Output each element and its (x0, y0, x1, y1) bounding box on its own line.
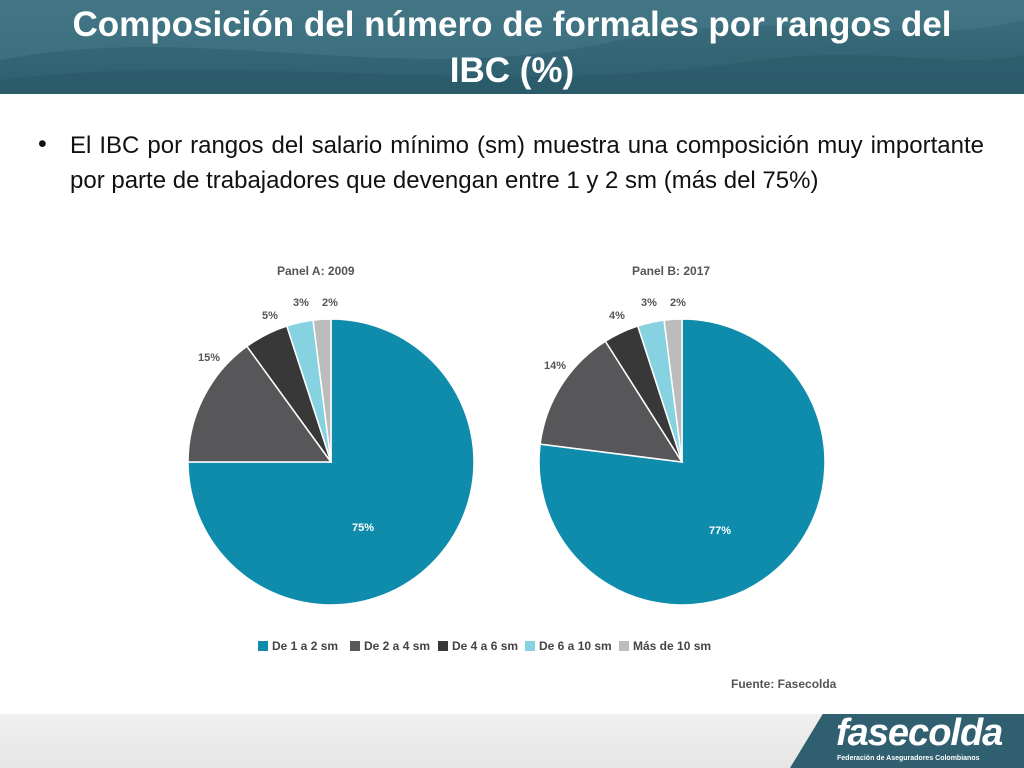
pie-a-label-4-6sm: 5% (262, 310, 278, 322)
panel-b-title: Panel B: 2017 (632, 264, 711, 278)
pie-a-label-2-4sm: 15% (198, 352, 220, 364)
slide-title: Composición del número de formales por r… (0, 2, 1024, 94)
bullet-marker: • (38, 130, 47, 158)
pie-b-slice-1-2sm (538, 318, 826, 606)
panel-a-title: Panel A: 2009 (277, 264, 355, 278)
legend-swatch (438, 641, 448, 651)
chart-source: Fuente: Fasecolda (731, 677, 837, 691)
pie-a-label-1-2sm: 75% (352, 522, 374, 534)
slide-header: Composición del número de formales por r… (0, 0, 1024, 94)
legend-item-mas-10sm: Más de 10 sm (619, 639, 711, 653)
pie-b-label-mas-10sm: 2% (670, 297, 686, 309)
legend-label: De 1 a 2 sm (272, 639, 339, 653)
header-wave-decoration (0, 0, 1024, 94)
legend-label: De 2 a 4 sm (364, 639, 431, 653)
pie-a-slice-1-2sm (187, 318, 475, 606)
pie-b-slice-2-4sm (539, 340, 684, 463)
legend-item-6-10sm: De 6 a 10 sm (525, 639, 612, 653)
slide-title-line1: Composición del número de formales por r… (72, 5, 952, 44)
slide-title-line2: IBC (%) (449, 51, 575, 90)
legend-swatch (258, 641, 268, 651)
legend-swatch (619, 641, 629, 651)
pie-a-slice-mas-10sm (312, 318, 332, 463)
pie-a-slice-2-4sm (187, 345, 333, 463)
legend-swatch (525, 641, 535, 651)
legend-item-4-6sm: De 4 a 6 sm (438, 639, 518, 653)
fasecolda-logo-subtitle: Federación de Aseguradores Colombianos (837, 755, 980, 762)
legend-swatch (350, 641, 360, 651)
pie-b-label-4-6sm: 4% (609, 310, 625, 322)
pie-b-label-2-4sm: 14% (544, 360, 566, 372)
fasecolda-logo: fasecolda (836, 712, 1003, 754)
pie-b-label-1-2sm: 77% (709, 525, 731, 537)
legend-label: De 6 a 10 sm (539, 639, 612, 653)
legend-item-2-4sm: De 2 a 4 sm (350, 639, 430, 653)
legend-item-1-2sm: De 1 a 2 sm (258, 639, 338, 653)
legend-label: Más de 10 sm (633, 639, 712, 653)
pie-a-label-mas-10sm: 2% (322, 297, 338, 309)
pie-b-slice-mas-10sm (663, 318, 683, 463)
legend-label: De 4 a 6 sm (452, 639, 519, 653)
footer-logo-band (790, 714, 1024, 768)
pie-a-label-6-10sm: 3% (293, 297, 309, 309)
pie-b-label-6-10sm: 3% (641, 297, 657, 309)
bullet-text: El IBC por rangos del salario mínimo (sm… (70, 132, 984, 194)
